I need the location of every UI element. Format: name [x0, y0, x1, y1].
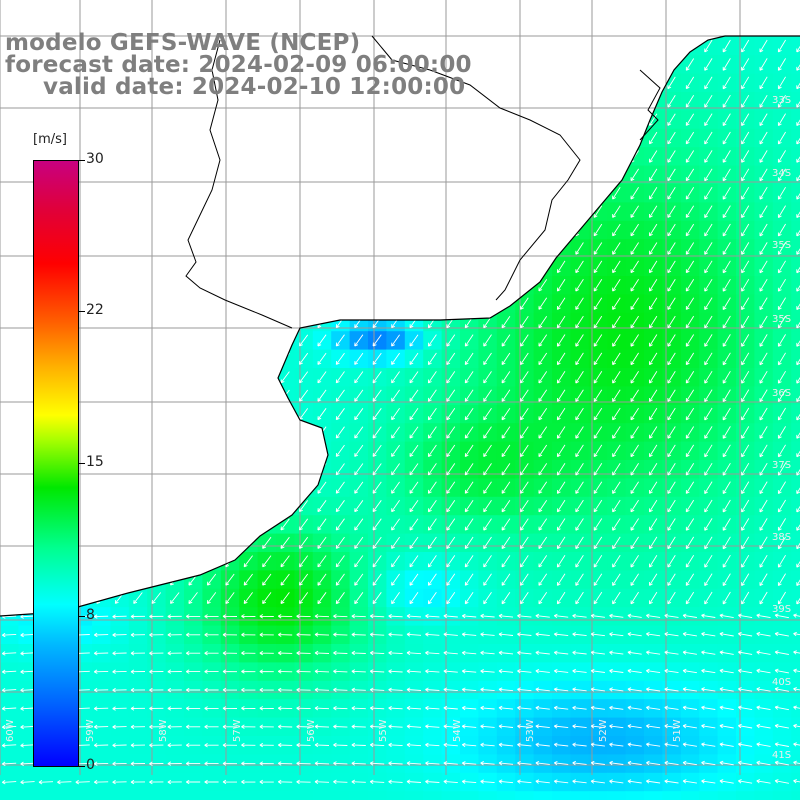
lat-label: 38S — [772, 532, 792, 543]
lon-label: 55W — [378, 719, 389, 742]
lon-label: 60W — [5, 719, 16, 742]
lat-label: 33S — [772, 95, 792, 106]
colorbar-tickmark — [79, 616, 85, 617]
lon-label: 59W — [85, 719, 96, 742]
colorbar — [33, 160, 79, 767]
coastline — [0, 35, 800, 617]
lat-label: 35S — [772, 314, 792, 325]
colorbar-tick-label: 30 — [86, 151, 104, 167]
colorbar-tick-label: 22 — [86, 302, 104, 318]
colorbar-unit: [m/s] — [33, 132, 67, 147]
lon-label: 56W — [306, 719, 317, 742]
model-title: modelo GEFS-WAVE (NCEP) — [5, 30, 361, 56]
colorbar-tickmark — [79, 160, 85, 161]
lat-label: 34S — [772, 168, 792, 179]
forecast-date: forecast date: 2024-02-09 06:00:00 — [5, 52, 472, 78]
lat-label: 39S — [772, 604, 792, 615]
colorbar-tick-label: 15 — [86, 454, 104, 470]
lon-label: 54W — [452, 719, 463, 742]
border-line — [371, 35, 581, 301]
lat-label: 36S — [772, 388, 792, 399]
lon-label: 51W — [672, 719, 683, 742]
colorbar-tickmark — [79, 311, 85, 312]
lagoon-outline — [639, 69, 661, 141]
lat-label: 37S — [772, 460, 792, 471]
colorbar-tickmark — [79, 766, 85, 767]
valid-date: valid date: 2024-02-10 12:00:00 — [43, 74, 466, 100]
lon-label: 57W — [232, 719, 243, 742]
colorbar-tickmark — [79, 463, 85, 464]
colorbar-tick-label: 8 — [86, 607, 95, 623]
lat-label: 41S — [772, 750, 792, 761]
border-line — [185, 39, 293, 329]
lat-label: 40S — [772, 677, 792, 688]
colorbar-tick-label: 0 — [86, 757, 95, 773]
lat-label: 35S — [772, 240, 792, 251]
lon-label: 53W — [525, 719, 536, 742]
lon-label: 58W — [158, 719, 169, 742]
lon-label: 52W — [598, 719, 609, 742]
